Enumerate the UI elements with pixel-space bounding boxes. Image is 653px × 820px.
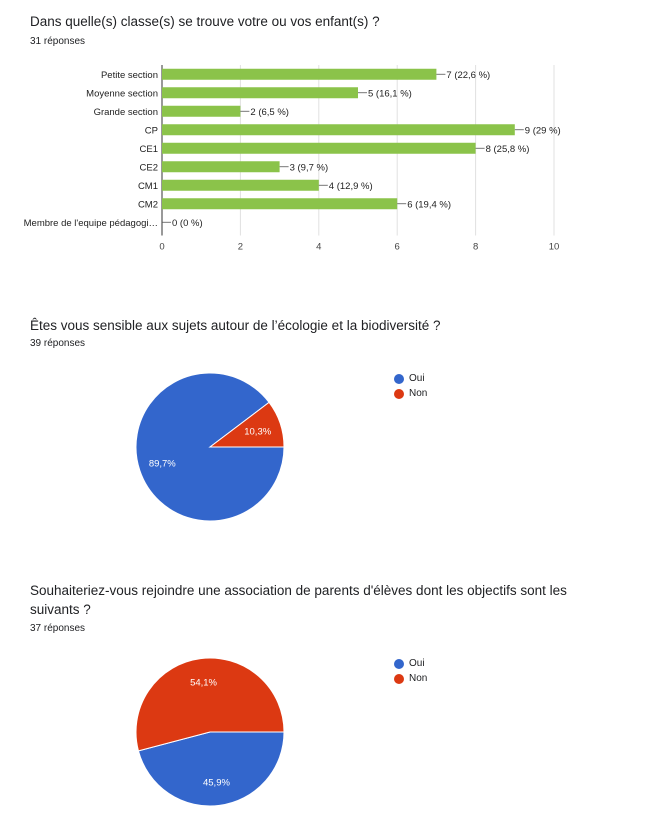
x-tick-label: 6: [395, 242, 400, 253]
category-label: Grande section: [94, 107, 158, 118]
category-label: CE2: [140, 162, 158, 173]
category-label: CM1: [138, 181, 158, 192]
bar: [162, 105, 241, 117]
pie-chart-association: 45,9% 54,1%: [135, 657, 285, 807]
bar: [162, 87, 358, 99]
pie-slice: [135, 657, 285, 752]
data-label: 4 (12,9 %): [329, 181, 373, 192]
category-label: CP: [145, 125, 158, 136]
legend-item-oui: Oui: [394, 371, 427, 386]
chart3-title: Souhaiteriez-vous rejoindre une associat…: [30, 583, 567, 617]
slice-label: 54,1%: [190, 678, 217, 689]
data-label: 7 (22,6 %): [446, 70, 490, 81]
x-tick-label: 2: [238, 242, 243, 253]
legend-item-non: Non: [394, 671, 427, 686]
legend-label: Non: [409, 673, 428, 684]
category-label: Petite section: [101, 70, 158, 81]
data-label: 8 (25,8 %): [486, 144, 530, 155]
data-label: 5 (16,1 %): [368, 88, 412, 99]
pie-chart-ecologie: 89,7% 10,3%: [135, 372, 285, 522]
pie-slice: [208, 401, 285, 448]
bar: [162, 161, 280, 173]
category-label: Moyenne section: [86, 88, 158, 99]
legend-label: Oui: [409, 658, 425, 669]
bar: [162, 179, 319, 191]
legend-label: Oui: [409, 373, 425, 384]
x-tick-label: 0: [159, 242, 164, 253]
pie-slice: [137, 731, 285, 807]
bar: [162, 68, 437, 80]
pie2-legend: Oui Non: [394, 656, 427, 686]
legend-item-non: Non: [394, 386, 427, 401]
bar: [162, 198, 398, 210]
legend-swatch-red: [394, 673, 404, 684]
chart2-title: Êtes vous sensible aux sujets autour de …: [30, 318, 441, 333]
chart3-response-count: 37 réponses: [30, 623, 86, 634]
x-tick-label: 8: [473, 242, 478, 253]
chart1-response-count: 31 réponses: [30, 36, 86, 47]
slice-label: 45,9%: [203, 777, 230, 788]
category-label: CM2: [138, 199, 158, 210]
slice-label: 89,7%: [149, 459, 176, 470]
x-tick-label: 4: [316, 242, 321, 253]
pie1-legend: Oui Non: [394, 371, 427, 401]
legend-swatch-blue: [394, 658, 404, 669]
data-label: 3 (9,7 %): [290, 162, 329, 173]
slice-label: 10,3%: [244, 426, 271, 437]
bar-chart: 0 2 4 6 8 10 Petite section 7 (22,6 %) Moyenne s…: [24, 65, 561, 253]
legend-swatch-red: [394, 388, 404, 399]
chart1-title: Dans quelle(s) classe(s) se trouve votre…: [30, 14, 380, 29]
category-label: Membre de l'equipe pédagogi…: [24, 218, 158, 229]
data-label: 6 (19,4 %): [407, 199, 451, 210]
category-label: CE1: [140, 144, 158, 155]
x-tick-label: 10: [549, 242, 560, 253]
legend-item-oui: Oui: [394, 656, 427, 671]
bar: [162, 142, 476, 154]
data-label: 0 (0 %): [172, 218, 203, 229]
legend-label: Non: [409, 388, 428, 399]
legend-swatch-blue: [394, 373, 404, 384]
bar: [162, 124, 515, 136]
chart2-response-count: 39 réponses: [30, 338, 86, 349]
data-label: 2 (6,5 %): [250, 107, 289, 118]
data-label: 9 (29 %): [525, 125, 561, 136]
